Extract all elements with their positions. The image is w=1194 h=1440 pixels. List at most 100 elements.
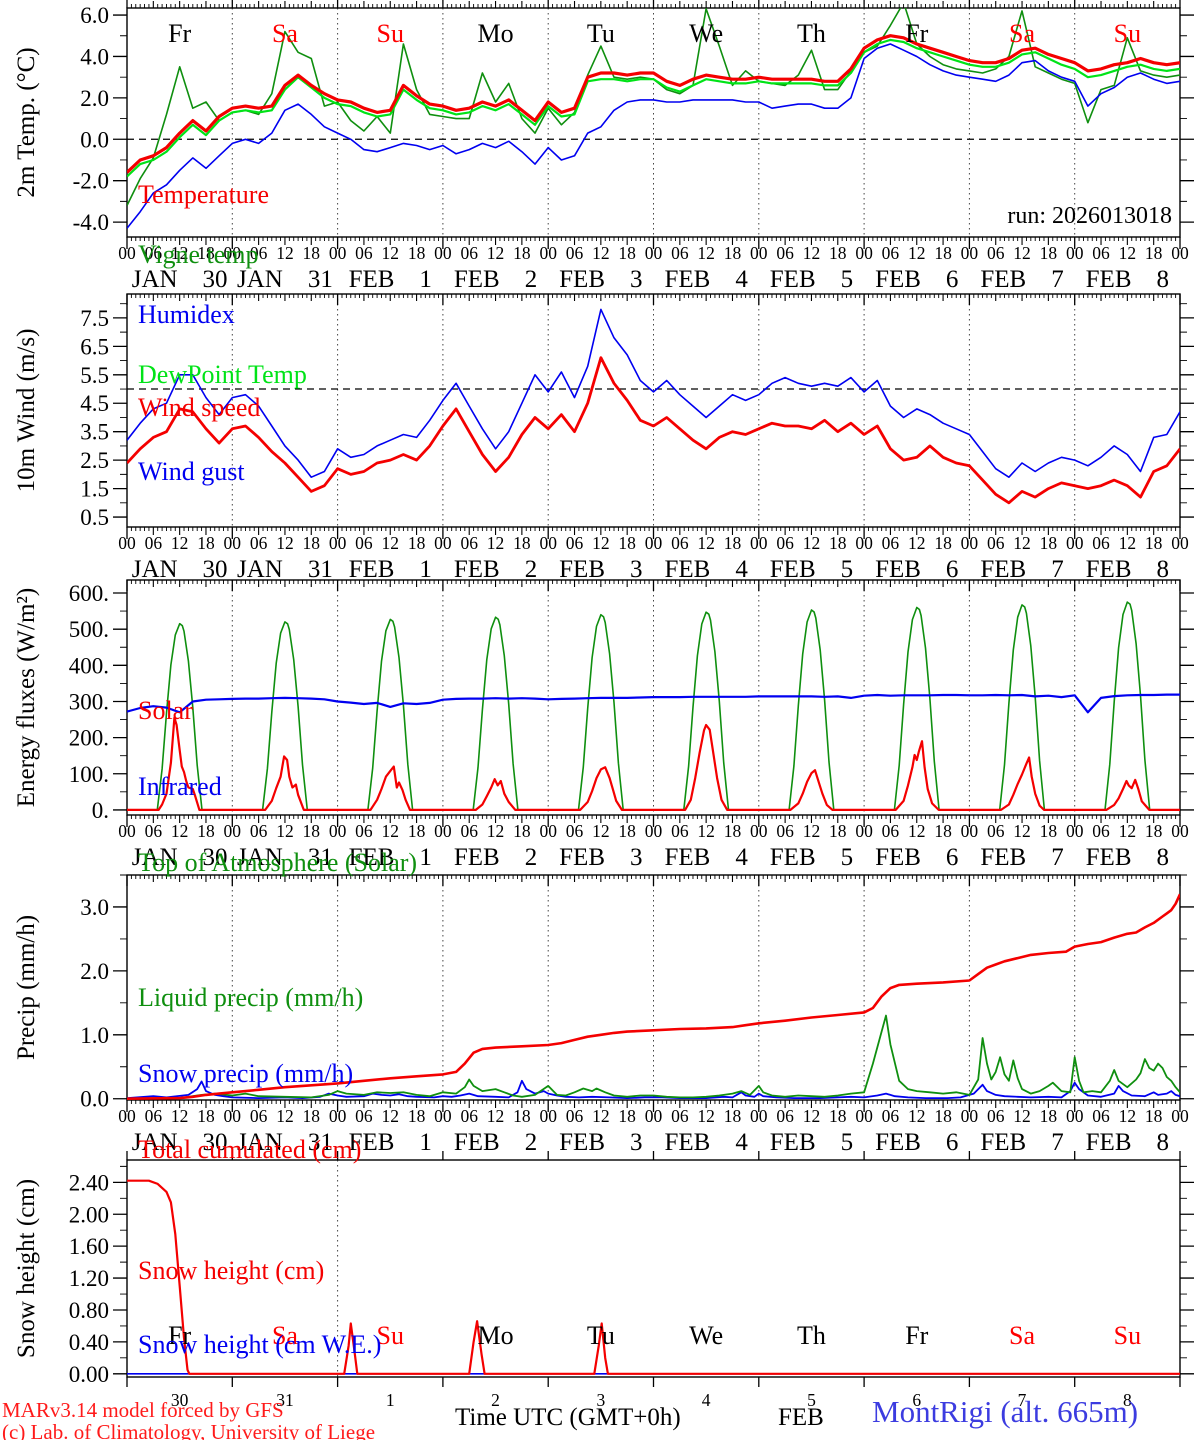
x-hour-label: 12 xyxy=(171,821,189,841)
weekday-label: Sa xyxy=(1009,19,1035,48)
x-day-label: FEB 5 xyxy=(770,556,853,583)
weekday-label: Fr xyxy=(905,1321,928,1350)
x-hour-label: 12 xyxy=(592,1106,610,1126)
x-hour-label: 00 xyxy=(118,821,136,841)
series-solar xyxy=(127,716,1180,811)
x-hour-label: 06 xyxy=(882,243,900,263)
plot-frame xyxy=(126,293,1181,528)
x-hour-label: 00 xyxy=(1171,533,1189,553)
x-hour-label: 18 xyxy=(303,243,321,263)
x-hour-label: 18 xyxy=(1040,243,1058,263)
axis-ticks xyxy=(152,580,1155,823)
x-hour-label: 00 xyxy=(1171,821,1189,841)
x-hour-label: 18 xyxy=(197,243,215,263)
x-hour-label: 06 xyxy=(355,533,373,553)
weekday-label: Fr xyxy=(168,1321,191,1350)
x-day-number: 7 xyxy=(1018,1390,1027,1410)
x-hour-label: 06 xyxy=(145,243,163,263)
series-infrared xyxy=(127,693,1180,714)
x-hour-label: 06 xyxy=(250,1106,268,1126)
axis-ticks xyxy=(152,294,1155,535)
x-hour-label: 12 xyxy=(171,1106,189,1126)
x-hour-label: 18 xyxy=(197,821,215,841)
x-day-label: FEB 6 xyxy=(875,266,958,293)
x-hour-label: 06 xyxy=(460,821,478,841)
x-hour-label: 00 xyxy=(645,821,663,841)
x-hour-label: 00 xyxy=(224,533,242,553)
legend-temperature-panel: Temperature Vigne temp Humidex DewPoint … xyxy=(138,180,307,389)
x-hour-label: 06 xyxy=(355,821,373,841)
plot-frame xyxy=(126,7,1181,238)
series-dewpoint-temp xyxy=(127,38,1180,178)
credit-lab-line: (c) Lab. of Climatology, University of L… xyxy=(2,1420,376,1440)
x-hour-label: 00 xyxy=(1171,1106,1189,1126)
weekday-label: Su xyxy=(377,1321,404,1350)
x-day-label: FEB 2 xyxy=(454,556,537,583)
weekday-label: Sa xyxy=(272,1321,298,1350)
x-hour-label: 06 xyxy=(145,821,163,841)
x-day-label: JAN 31 xyxy=(237,266,333,293)
legend-wind-panel: Wind speed Wind gust xyxy=(138,393,261,486)
x-day-label: FEB 5 xyxy=(770,844,853,871)
y-axis-title: Snow height (cm) xyxy=(13,1179,40,1358)
legend-energy-panel: Solar Infrared Top of Atmosphere (Solar) xyxy=(138,696,418,877)
axis-ticks xyxy=(120,874,1187,1104)
y-tick-label: 4.5 xyxy=(80,391,109,416)
x-hour-label: 18 xyxy=(829,533,847,553)
x-day-label: FEB 8 xyxy=(1086,556,1169,583)
x-day-label: FEB 3 xyxy=(559,1129,642,1156)
x-hour-label: 12 xyxy=(1013,1106,1031,1126)
x-hour-label: 00 xyxy=(855,821,873,841)
y-tick-label: 0.00 xyxy=(69,1362,109,1387)
x-hour-label: 00 xyxy=(329,821,347,841)
credit-model-line: MARv3.14 model forced by GFS xyxy=(2,1398,284,1422)
x-day-label: FEB 5 xyxy=(770,1129,853,1156)
x-hour-label: 18 xyxy=(408,533,426,553)
axis-ticks xyxy=(120,580,1187,819)
x-hour-label: 12 xyxy=(908,533,926,553)
x-hour-label: 06 xyxy=(987,821,1005,841)
x-hour-label: 12 xyxy=(803,1106,821,1126)
x-hour-label: 06 xyxy=(566,243,584,263)
x-day-label: FEB 8 xyxy=(1086,1129,1169,1156)
x-day-number: 5 xyxy=(807,1390,816,1410)
axis-ticks xyxy=(120,1165,1187,1359)
x-hour-label: 12 xyxy=(1119,533,1137,553)
panel-2 xyxy=(113,579,1194,827)
x-hour-label: 00 xyxy=(645,1106,663,1126)
x-day-label: FEB 2 xyxy=(454,1129,537,1156)
weekday-label: We xyxy=(689,1321,723,1350)
x-hour-label: 12 xyxy=(1119,1106,1137,1126)
x-hour-label: 06 xyxy=(355,1106,373,1126)
x-hour-label: 12 xyxy=(697,1106,715,1126)
x-hour-label: 00 xyxy=(961,533,979,553)
x-hour-label: 00 xyxy=(224,1106,242,1126)
panel-3 xyxy=(113,874,1194,1112)
plot-frame xyxy=(126,1159,1181,1378)
axis-ticks xyxy=(152,875,1155,1108)
x-day-label: JAN 31 xyxy=(237,556,333,583)
x-hour-label: 12 xyxy=(382,243,400,263)
x-hour-label: 00 xyxy=(750,533,768,553)
x-hour-label: 12 xyxy=(1013,243,1031,263)
y-tick-label: 300. xyxy=(69,689,109,714)
x-day-label: JAN 31 xyxy=(237,1129,333,1156)
y-tick-label: 4.0 xyxy=(80,44,109,69)
x-hour-label: 18 xyxy=(303,533,321,553)
x-day-label: JAN 30 xyxy=(132,266,228,293)
x-hour-label: 06 xyxy=(776,821,794,841)
series-humidex xyxy=(127,43,1180,229)
x-hour-label: 18 xyxy=(829,821,847,841)
weekday-label: Su xyxy=(1114,19,1141,48)
x-hour-label: 00 xyxy=(961,1106,979,1126)
x-hour-label: 12 xyxy=(803,821,821,841)
x-day-label: JAN 30 xyxy=(132,1129,228,1156)
x-hour-label: 18 xyxy=(724,821,742,841)
x-hour-label: 12 xyxy=(803,533,821,553)
x-hour-label: 00 xyxy=(434,821,452,841)
x-hour-label: 00 xyxy=(539,243,557,263)
x-day-label: JAN 30 xyxy=(132,556,228,583)
x-day-label: FEB 3 xyxy=(559,556,642,583)
x-hour-label: 06 xyxy=(1092,533,1110,553)
